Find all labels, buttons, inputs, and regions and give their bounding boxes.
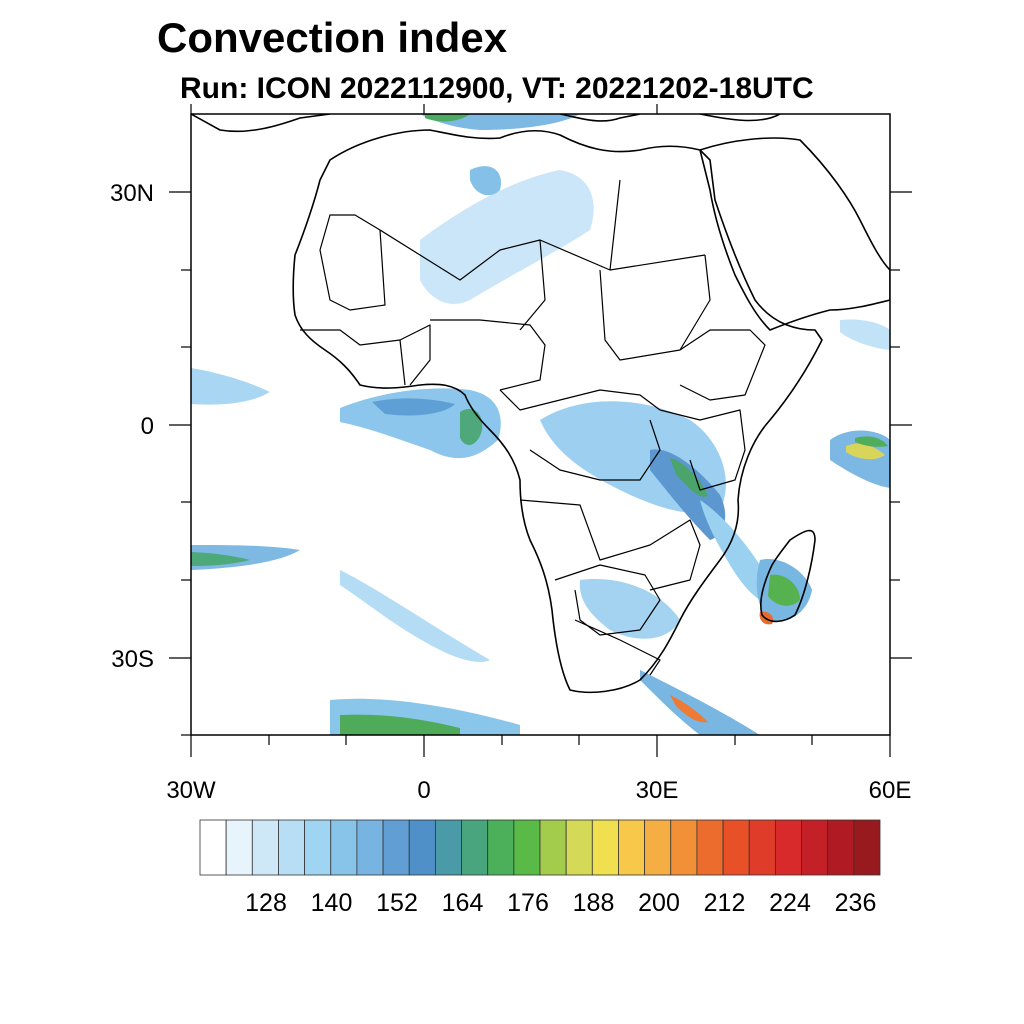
colorbar-label: 188 bbox=[573, 889, 615, 917]
field-atlantic-itcz bbox=[191, 368, 270, 405]
x-tick-label: 0 bbox=[417, 777, 430, 804]
madagascar-coastline bbox=[760, 529, 816, 623]
coastlines bbox=[191, 114, 890, 694]
y-tick-label: 30N bbox=[110, 180, 154, 207]
colorbar-swatch bbox=[722, 819, 750, 876]
colorbar-swatch bbox=[408, 819, 436, 876]
field-sahara-band-blue bbox=[470, 166, 501, 196]
x-tick-label: 30E bbox=[636, 777, 679, 804]
colorbar-swatch bbox=[225, 819, 253, 876]
field-east-mid bbox=[840, 319, 890, 350]
y-tick-label: 30S bbox=[111, 646, 154, 673]
map-subtitle: Run: ICON 2022112900, VT: 20221202-18UTC bbox=[180, 72, 814, 105]
x-tick-label: 60E bbox=[869, 777, 912, 804]
field-south-ocean-2-orange bbox=[670, 695, 708, 723]
x-axis-labels: 30W 0 30E 60E bbox=[166, 777, 911, 804]
border-south-africa bbox=[574, 619, 661, 676]
colorbar-label: 200 bbox=[638, 889, 680, 917]
field-north-top-green bbox=[425, 114, 470, 122]
colorbar-swatch bbox=[774, 819, 802, 876]
border-namibia-botswana bbox=[554, 564, 661, 636]
field-south-atlantic-band2 bbox=[340, 570, 490, 662]
colorbar-swatch bbox=[513, 819, 541, 876]
colorbar-swatch bbox=[801, 819, 829, 876]
colorbar-label: 164 bbox=[442, 889, 484, 917]
colorbar-label: 152 bbox=[376, 889, 418, 917]
field-gulf-core bbox=[372, 398, 455, 416]
x-tick-label: 30W bbox=[166, 777, 216, 804]
colorbar-label: 212 bbox=[704, 889, 746, 917]
field-madagascar-green bbox=[768, 574, 800, 606]
africa-coastline bbox=[292, 129, 823, 694]
border-east-africa bbox=[659, 409, 746, 491]
field-indian-ocean-yellow bbox=[846, 443, 885, 460]
border-ethiopia bbox=[679, 329, 766, 401]
border-niger-chad bbox=[430, 319, 546, 391]
map-title: Convection index bbox=[157, 14, 508, 61]
field-south-ocean-1-green bbox=[340, 714, 460, 735]
colorbar-label: 128 bbox=[245, 889, 287, 917]
axis-ticks bbox=[169, 104, 912, 757]
colorbar-swatch bbox=[539, 819, 567, 876]
colorbar-swatch bbox=[199, 819, 227, 876]
colorbar-swatch bbox=[461, 819, 489, 876]
country-borders bbox=[300, 179, 766, 676]
border-congo bbox=[529, 419, 661, 481]
colorbar-swatch bbox=[330, 819, 358, 876]
colorbar-swatch bbox=[434, 819, 462, 876]
colorbar-swatch bbox=[487, 819, 515, 876]
colorbar-swatch bbox=[251, 819, 279, 876]
europe-coastline bbox=[191, 114, 781, 133]
border-sudan bbox=[599, 254, 711, 361]
colorbar-label: 224 bbox=[769, 889, 811, 917]
colorbar-swatch bbox=[827, 819, 855, 876]
colorbar-swatch bbox=[618, 819, 646, 876]
colorbar-label: 140 bbox=[311, 889, 353, 917]
colorbar-label: 236 bbox=[835, 889, 877, 917]
colorbar bbox=[199, 819, 881, 876]
field-sahara-band bbox=[420, 170, 594, 304]
field-cameroon-green bbox=[460, 408, 483, 445]
field-indian-ocean-green bbox=[855, 436, 888, 447]
colorbar-swatch bbox=[304, 819, 332, 876]
field-south-atlantic-band1-green bbox=[191, 552, 250, 566]
border-sahara-west bbox=[319, 214, 386, 311]
colorbar-swatch bbox=[748, 819, 776, 876]
colorbar-swatch bbox=[853, 819, 881, 876]
colorbar-labels: 128 140 152 164 176 188 200 212 224 236 bbox=[245, 889, 876, 917]
colorbar-swatch bbox=[382, 819, 410, 876]
colorbar-swatch bbox=[591, 819, 619, 876]
arabia-coastline bbox=[699, 137, 890, 331]
colorbar-swatch bbox=[670, 819, 698, 876]
border-central bbox=[499, 389, 661, 411]
border-algeria-mali bbox=[379, 229, 546, 331]
field-kalahari bbox=[579, 579, 680, 639]
border-west-africa bbox=[300, 324, 431, 386]
border-angola-zambia bbox=[519, 499, 701, 591]
convection-field bbox=[191, 114, 890, 735]
colorbar-swatch bbox=[565, 819, 593, 876]
field-south-ocean-2 bbox=[640, 670, 760, 735]
colorbar-swatch bbox=[696, 819, 724, 876]
y-axis-labels: 30N 0 30S bbox=[110, 180, 154, 673]
colorbar-swatch bbox=[278, 819, 306, 876]
border-libya-egypt bbox=[539, 179, 706, 271]
colorbar-swatch bbox=[356, 819, 384, 876]
y-tick-label: 0 bbox=[141, 413, 154, 440]
colorbar-swatch bbox=[644, 819, 672, 876]
colorbar-label: 176 bbox=[507, 889, 549, 917]
